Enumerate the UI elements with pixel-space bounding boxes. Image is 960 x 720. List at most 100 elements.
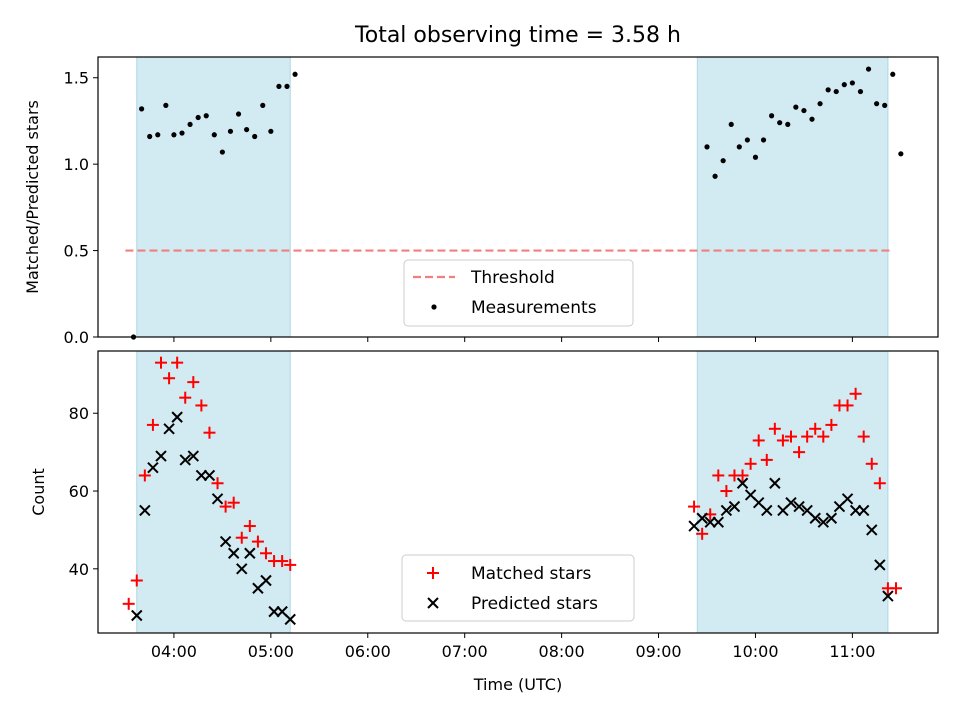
- legend-matched-label: Matched stars: [471, 564, 591, 584]
- x-tick-label: 09:00: [635, 642, 681, 661]
- predicted-stars-point: [227, 547, 240, 559]
- measurements-point: [841, 82, 847, 88]
- x-tick-label: 08:00: [539, 642, 585, 661]
- matched-stars-point: [260, 547, 272, 560]
- matched-stars-point: [122, 597, 135, 610]
- predicted-stars-point: [203, 469, 216, 482]
- matched-stars-point: [211, 477, 224, 490]
- predicted-stars-point: [785, 496, 797, 509]
- measurements-point: [244, 126, 250, 133]
- matched-stars-point: [276, 555, 289, 568]
- predicted-stars-point: [179, 454, 191, 466]
- matched-stars-point: [873, 477, 886, 490]
- legend-measurements-swatch: [431, 304, 437, 310]
- bottom-panel-legend-box: [401, 554, 635, 622]
- measurements-point: [195, 114, 201, 121]
- matched-stars-point: [187, 376, 200, 389]
- matched-stars-point: [752, 434, 765, 447]
- predicted-stars-point: [793, 500, 805, 513]
- x-tick-label: 11:00: [829, 642, 875, 661]
- measurements-point: [874, 101, 880, 107]
- matched-stars-point: [284, 558, 297, 571]
- measurements-point: [155, 132, 161, 138]
- measurements-point: [187, 121, 193, 128]
- measurements-point: [809, 116, 815, 122]
- predicted-stars-point: [736, 477, 749, 489]
- predicted-stars-point: [219, 535, 232, 548]
- matched-stars-point: [801, 430, 814, 443]
- measurements-point: [203, 113, 209, 119]
- measurements-point: [728, 121, 734, 128]
- predicted-stars-point: [809, 512, 821, 524]
- y-tick-label: 80: [69, 404, 89, 423]
- predicted-stars-point: [825, 512, 838, 524]
- predicted-stars-point: [817, 516, 830, 528]
- predicted-stars-point: [728, 500, 741, 513]
- matched-stars-point: [849, 387, 862, 400]
- measurements-point: [801, 107, 807, 114]
- shaded-interval-2: [697, 57, 888, 337]
- matched-stars-point: [138, 469, 151, 482]
- measurements-point: [252, 133, 258, 140]
- measurements-point: [147, 133, 153, 140]
- measurements-point: [857, 88, 864, 95]
- measurements-point: [720, 158, 726, 164]
- bottom-panel-y-ticks: 40 60 80: [69, 404, 98, 579]
- matched-stars-point: [744, 457, 757, 470]
- matched-stars-point: [203, 426, 216, 439]
- top-panel-ylabel: Matched/Predicted stars: [23, 100, 42, 294]
- measurements-point: [260, 102, 266, 108]
- bottom-panel-xlabel: Time (UTC): [473, 675, 562, 694]
- measurements-point: [284, 83, 290, 89]
- measurements-point: [898, 151, 904, 157]
- predicted-stars-point: [712, 516, 725, 528]
- predicted-stars-point: [769, 477, 781, 489]
- measurements-point: [752, 154, 759, 160]
- legend-measurements-label: Measurements: [471, 298, 597, 318]
- measurements-point: [744, 137, 750, 143]
- predicted-stars-point: [874, 559, 886, 571]
- measurements-point: [163, 102, 169, 108]
- matched-stars-point: [171, 356, 184, 369]
- matched-stars-point: [768, 422, 781, 435]
- legend-threshold-label: Threshold: [470, 268, 555, 288]
- top-panel-y-ticks: 0.0 0.5 1.0 1.5: [64, 69, 98, 347]
- predicted-stars-point: [761, 504, 773, 517]
- matched-stars-point: [890, 582, 902, 595]
- bottom-panel-x-ticks: 04:00 05:00 06:00 07:00 08:00 09:00 10:00 11:00: [151, 633, 875, 661]
- predicted-stars-point: [696, 512, 708, 524]
- matched-stars-point: [857, 430, 870, 443]
- matched-stars-point: [720, 485, 733, 498]
- measurements-point: [793, 104, 799, 110]
- y-tick-label: 1.5: [64, 69, 89, 88]
- predicted-stars-point: [882, 590, 894, 602]
- predicted-stars-point: [131, 609, 143, 622]
- matched-stars-point: [809, 422, 822, 435]
- matched-stars-point: [736, 469, 749, 482]
- matched-stars-point: [251, 535, 264, 548]
- matched-stars-point: [219, 500, 232, 513]
- top-panel-frame: [97, 56, 939, 338]
- measurements-point: [833, 88, 839, 95]
- matched-stars-point: [130, 574, 143, 587]
- top-panel-x-ticks: [173, 337, 853, 342]
- y-tick-label: 0.5: [64, 242, 89, 261]
- predicted-stars-point: [187, 450, 200, 462]
- shaded-interval-1: [136, 351, 291, 633]
- measurements-point: [865, 66, 872, 72]
- predicted-stars-point: [857, 504, 870, 517]
- measurements-point: [179, 130, 185, 136]
- predicted-stars-point: [211, 493, 224, 505]
- measurements-point: [817, 101, 823, 107]
- matched-stars-point: [243, 520, 256, 533]
- matched-stars-point: [712, 469, 725, 482]
- predicted-stars-point: [236, 563, 248, 575]
- measurements-point: [769, 113, 775, 119]
- x-tick-label: 05:00: [248, 642, 294, 661]
- chart-title: Total observing time = 3.58 h: [354, 23, 681, 48]
- predicted-stars-point: [171, 411, 183, 423]
- measurements-point: [736, 144, 742, 150]
- y-tick-label: 0.0: [64, 328, 89, 347]
- predicted-stars-point: [163, 423, 175, 435]
- measurements-point: [712, 173, 718, 179]
